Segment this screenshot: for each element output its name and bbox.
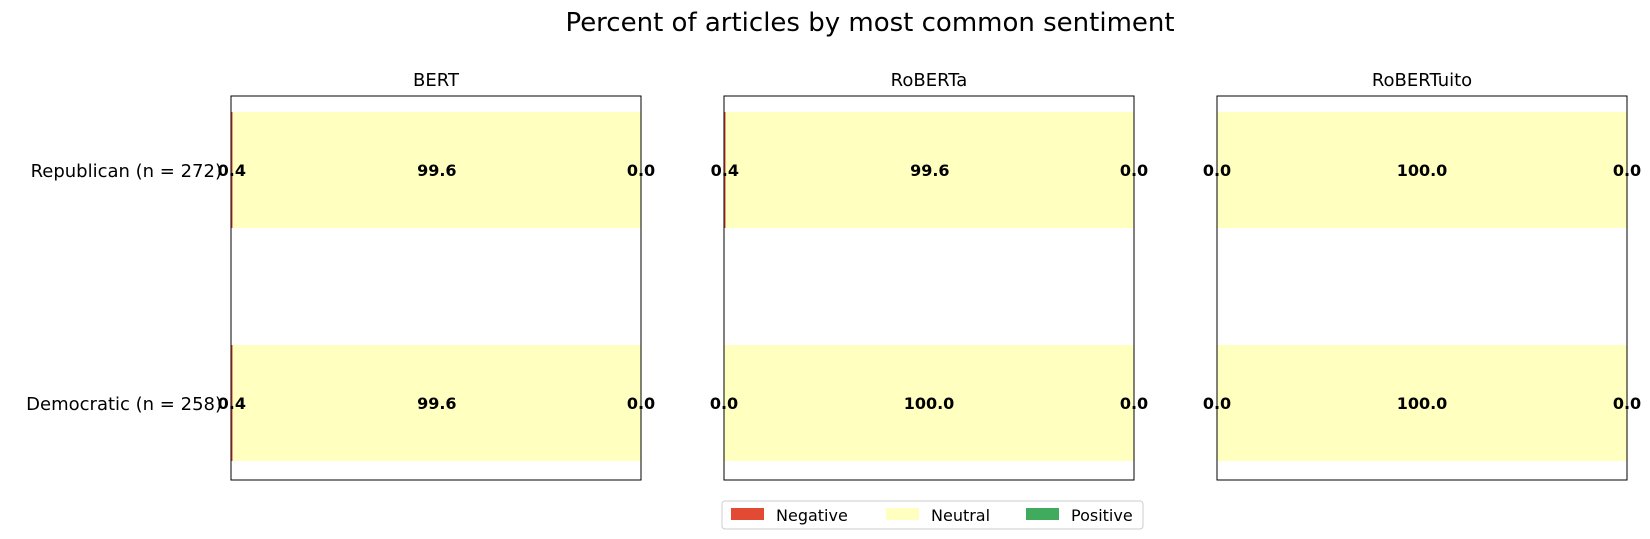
data-label-bert-neutral-1: 99.6 (417, 394, 456, 413)
bar-bert-negative-0 (231, 112, 233, 228)
data-label-robertuito-neutral-0: 100.0 (1397, 161, 1448, 180)
bar-roberta-neutral-1 (724, 345, 1134, 461)
data-label-bert-negative-1: 0.4 (218, 394, 246, 413)
data-label-roberta-negative-0: 0.4 (711, 161, 739, 180)
legend: Negative Neutral Positive (721, 500, 1144, 530)
legend-label-negative: Negative (776, 506, 848, 525)
legend-swatch-negative (731, 508, 764, 520)
legend-swatch-positive (1026, 508, 1059, 520)
bar-bert-neutral-1 (232, 345, 641, 461)
legend-label-positive: Positive (1071, 506, 1133, 525)
bar-robertuito-neutral-1 (1217, 345, 1627, 461)
legend-swatch-neutral (886, 508, 919, 520)
legend-label-neutral: Neutral (931, 506, 990, 525)
data-label-bert-neutral-0: 99.6 (417, 161, 456, 180)
legend-entry-negative: Negative (731, 506, 848, 525)
category-label-1: Democratic (n = 258) (26, 394, 222, 415)
data-label-roberta-neutral-1: 100.0 (904, 394, 955, 413)
axes-frame-roberta (723, 95, 1135, 481)
bar-bert-negative-1 (231, 345, 233, 461)
data-label-bert-negative-0: 0.4 (218, 161, 246, 180)
bar-roberta-negative-0 (724, 112, 726, 228)
category-labels: Republican (n = 272) Democratic (n = 258) (26, 161, 222, 415)
axes-frame-bert (230, 95, 642, 481)
category-label-0: Republican (n = 272) (31, 161, 222, 182)
panel-title-roberta: RoBERTa (891, 70, 968, 91)
data-label-robertuito-neutral-1: 100.0 (1397, 394, 1448, 413)
bar-roberta-neutral-0 (725, 112, 1134, 228)
panel-title-bert: BERT (413, 70, 460, 91)
bar-bert-neutral-0 (232, 112, 641, 228)
bar-robertuito-neutral-0 (1217, 112, 1627, 228)
panel-title-robertuito: RoBERTuito (1372, 70, 1472, 91)
axes-frame-robertuito (1216, 95, 1628, 481)
legend-entry-neutral: Neutral (886, 506, 990, 525)
chart-title: Percent of articles by most common senti… (565, 8, 1174, 38)
legend-entry-positive: Positive (1026, 506, 1133, 525)
data-label-roberta-neutral-0: 99.6 (910, 161, 949, 180)
